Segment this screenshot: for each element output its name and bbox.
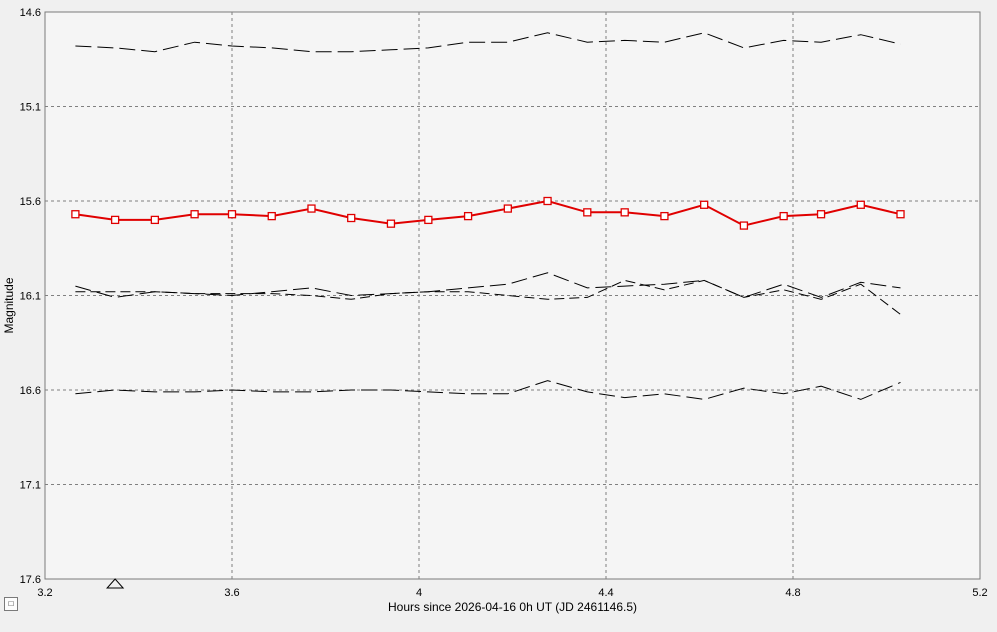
target-point xyxy=(227,210,237,219)
y-tick-label: 16.1 xyxy=(20,291,41,303)
x-tick-label: 3.6 xyxy=(224,587,239,599)
target-point xyxy=(267,211,276,221)
target-point xyxy=(896,210,905,219)
target-point xyxy=(71,210,80,219)
comparison-series-line xyxy=(75,279,901,315)
legend-toggle-button[interactable]: □ xyxy=(4,597,18,611)
x-axis-title: Hours since 2026-04-16 0h UT (JD 2461146… xyxy=(388,600,637,614)
x-tick-label: 4.8 xyxy=(785,587,800,599)
comparison-series-line xyxy=(75,380,901,400)
x-tick-label: 4 xyxy=(416,587,422,599)
target-point xyxy=(386,219,396,228)
target-point xyxy=(190,210,199,219)
comparison-series-line xyxy=(75,32,901,53)
target-point xyxy=(856,200,865,209)
target-point xyxy=(583,208,592,217)
series-group xyxy=(71,32,905,400)
target-point xyxy=(739,221,749,230)
tick-labels: 3.2 3.6 4 4.4 4.8 5.2 14.6 15.1 15.6 16.1 16.6 17.1… xyxy=(20,7,988,599)
x-tick-label: 5.2 xyxy=(972,587,987,599)
y-tick-label: 15.6 xyxy=(20,196,41,208)
x-tick-label: 3.2 xyxy=(37,587,52,599)
target-point xyxy=(543,196,552,206)
target-series-line xyxy=(75,199,901,227)
target-point xyxy=(463,211,473,221)
target-point xyxy=(347,213,356,223)
target-point xyxy=(660,211,669,221)
target-point xyxy=(503,204,512,213)
target-point xyxy=(779,211,788,221)
y-tick-label: 17.1 xyxy=(20,480,41,492)
target-point xyxy=(150,215,160,225)
x-tick-label: 4.4 xyxy=(598,587,613,599)
y-tick-label: 15.1 xyxy=(20,102,41,114)
y-axis-title: Magnitude xyxy=(2,277,16,333)
top-strip xyxy=(0,0,997,4)
target-point xyxy=(816,210,826,219)
comparison-series-line xyxy=(75,272,901,298)
target-point xyxy=(620,208,629,217)
target-point xyxy=(700,200,709,209)
y-tick-label: 16.6 xyxy=(20,385,41,397)
y-tick-label: 17.6 xyxy=(20,574,41,586)
target-point xyxy=(307,204,316,213)
target-point xyxy=(424,215,433,225)
time-marker xyxy=(106,578,125,589)
y-tick-label: 14.6 xyxy=(20,7,41,19)
time-marker-triangle xyxy=(106,578,125,589)
target-point xyxy=(110,215,120,225)
